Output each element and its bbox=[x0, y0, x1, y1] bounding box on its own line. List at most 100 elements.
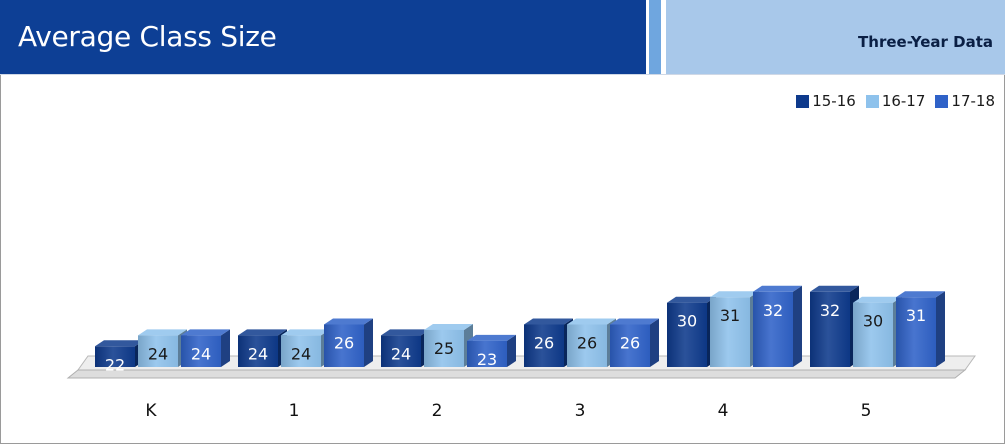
bar-front bbox=[138, 335, 178, 367]
bar-top bbox=[281, 329, 330, 336]
bar-side bbox=[650, 318, 659, 367]
x-tick-label-K: K bbox=[145, 401, 157, 421]
bar-front bbox=[467, 340, 507, 367]
bar-top bbox=[95, 340, 144, 347]
bar-top bbox=[138, 329, 187, 336]
bar-front bbox=[610, 324, 650, 367]
bar-group-1: 24 24 26 bbox=[238, 318, 373, 367]
data-label-16-17-3: 26 bbox=[577, 333, 597, 352]
legend-label-16-17: 16-17 bbox=[881, 92, 926, 110]
bar-group-5: 32 30 31 bbox=[810, 285, 945, 367]
bar-top bbox=[896, 291, 945, 298]
bar-front bbox=[810, 291, 850, 367]
bar-side bbox=[507, 334, 516, 367]
bar-front bbox=[710, 297, 750, 367]
bar-16-17-K bbox=[138, 329, 187, 367]
data-label-15-16-5: 32 bbox=[820, 301, 840, 320]
bar-top bbox=[667, 296, 716, 303]
data-label-15-16-2: 24 bbox=[391, 344, 411, 363]
bar-top bbox=[610, 318, 659, 325]
bar-top bbox=[710, 291, 759, 298]
bar-front bbox=[524, 324, 564, 367]
data-label-15-16-K: 22 bbox=[105, 355, 125, 374]
legend-item-17-18: 17-18 bbox=[935, 92, 995, 110]
bar-top bbox=[467, 334, 516, 341]
bar-17-18-5 bbox=[896, 291, 945, 367]
legend-item-16-17: 16-17 bbox=[865, 92, 926, 110]
legend-swatch-15-16 bbox=[796, 94, 810, 108]
bar-group-4: 30 31 32 bbox=[667, 285, 802, 367]
data-label-17-18-5: 31 bbox=[906, 306, 926, 325]
header-divider bbox=[646, 0, 649, 74]
header-title-bar: Average Class Size bbox=[0, 0, 646, 74]
bar-top bbox=[524, 318, 573, 325]
bar-front bbox=[853, 302, 893, 367]
data-label-16-17-K: 24 bbox=[148, 344, 168, 363]
bar-top bbox=[381, 329, 430, 336]
bar-side bbox=[364, 318, 373, 367]
data-label-17-18-1: 26 bbox=[334, 333, 354, 352]
bar-15-16-4 bbox=[667, 296, 716, 367]
data-label-17-18-2: 23 bbox=[477, 350, 497, 369]
bar-16-17-2 bbox=[424, 323, 473, 367]
bar-17-18-2 bbox=[467, 334, 516, 367]
x-tick-label-4: 4 bbox=[718, 401, 729, 421]
data-label-16-17-5: 30 bbox=[863, 312, 883, 331]
bar-front bbox=[381, 335, 421, 367]
legend-label-17-18: 17-18 bbox=[951, 92, 995, 110]
bar-side bbox=[936, 291, 945, 367]
bar-16-17-4 bbox=[710, 291, 759, 367]
bar-side bbox=[793, 285, 802, 367]
bar-front bbox=[667, 302, 707, 367]
bar-top bbox=[424, 323, 473, 330]
chart-title: Average Class Size bbox=[18, 20, 277, 53]
x-tick-label-5: 5 bbox=[861, 401, 872, 421]
bar-top bbox=[324, 318, 373, 325]
bar-group-K: 22 24 24 bbox=[95, 329, 230, 374]
data-label-17-18-K: 24 bbox=[191, 344, 211, 363]
bar-17-18-1 bbox=[324, 318, 373, 367]
bar-front bbox=[281, 335, 321, 367]
header-subtitle-bar: Three-Year Data bbox=[666, 0, 1005, 74]
bar-top bbox=[181, 329, 230, 336]
x-tick-label-2: 2 bbox=[432, 401, 443, 421]
legend-item-15-16: 15-16 bbox=[796, 92, 856, 110]
chart-legend: 15-16 16-17 17-18 bbox=[792, 92, 995, 110]
data-label-15-16-1: 24 bbox=[248, 344, 268, 363]
data-label-16-17-4: 31 bbox=[720, 306, 740, 325]
bar-15-16-5 bbox=[810, 285, 859, 367]
header-rule bbox=[0, 74, 1005, 75]
data-label-15-16-3: 26 bbox=[534, 333, 554, 352]
bar-side bbox=[221, 329, 230, 367]
legend-swatch-17-18 bbox=[935, 94, 949, 108]
bar-17-18-4 bbox=[753, 285, 802, 367]
data-label-15-16-4: 30 bbox=[677, 312, 697, 331]
x-tick-label-3: 3 bbox=[575, 401, 586, 421]
data-label-17-18-4: 32 bbox=[763, 301, 783, 320]
header-divider bbox=[661, 0, 666, 74]
bar-front bbox=[567, 324, 607, 367]
floor-edge bbox=[66, 369, 967, 379]
data-label-16-17-1: 24 bbox=[291, 344, 311, 363]
bar-front bbox=[324, 324, 364, 367]
bar-top bbox=[810, 285, 859, 292]
bar-front bbox=[753, 291, 793, 367]
bar-17-18-K bbox=[181, 329, 230, 367]
bar-top bbox=[853, 296, 902, 303]
bar-group-2: 24 25 23 bbox=[381, 323, 516, 369]
bar-front bbox=[181, 335, 221, 367]
bar-top bbox=[238, 329, 287, 336]
chart-subtitle: Three-Year Data bbox=[858, 33, 993, 51]
bar-group-3: 26 26 26 bbox=[524, 318, 659, 367]
bar-top bbox=[753, 285, 802, 292]
legend-swatch-16-17 bbox=[865, 94, 879, 108]
header-accent-stripe bbox=[649, 0, 661, 74]
bar-front bbox=[424, 329, 464, 367]
bar-17-18-3 bbox=[610, 318, 659, 367]
bar-front bbox=[95, 346, 135, 367]
bar-top bbox=[567, 318, 616, 325]
x-tick-label-1: 1 bbox=[289, 401, 300, 421]
bar-16-17-5 bbox=[853, 296, 902, 367]
bar-front bbox=[896, 297, 936, 367]
